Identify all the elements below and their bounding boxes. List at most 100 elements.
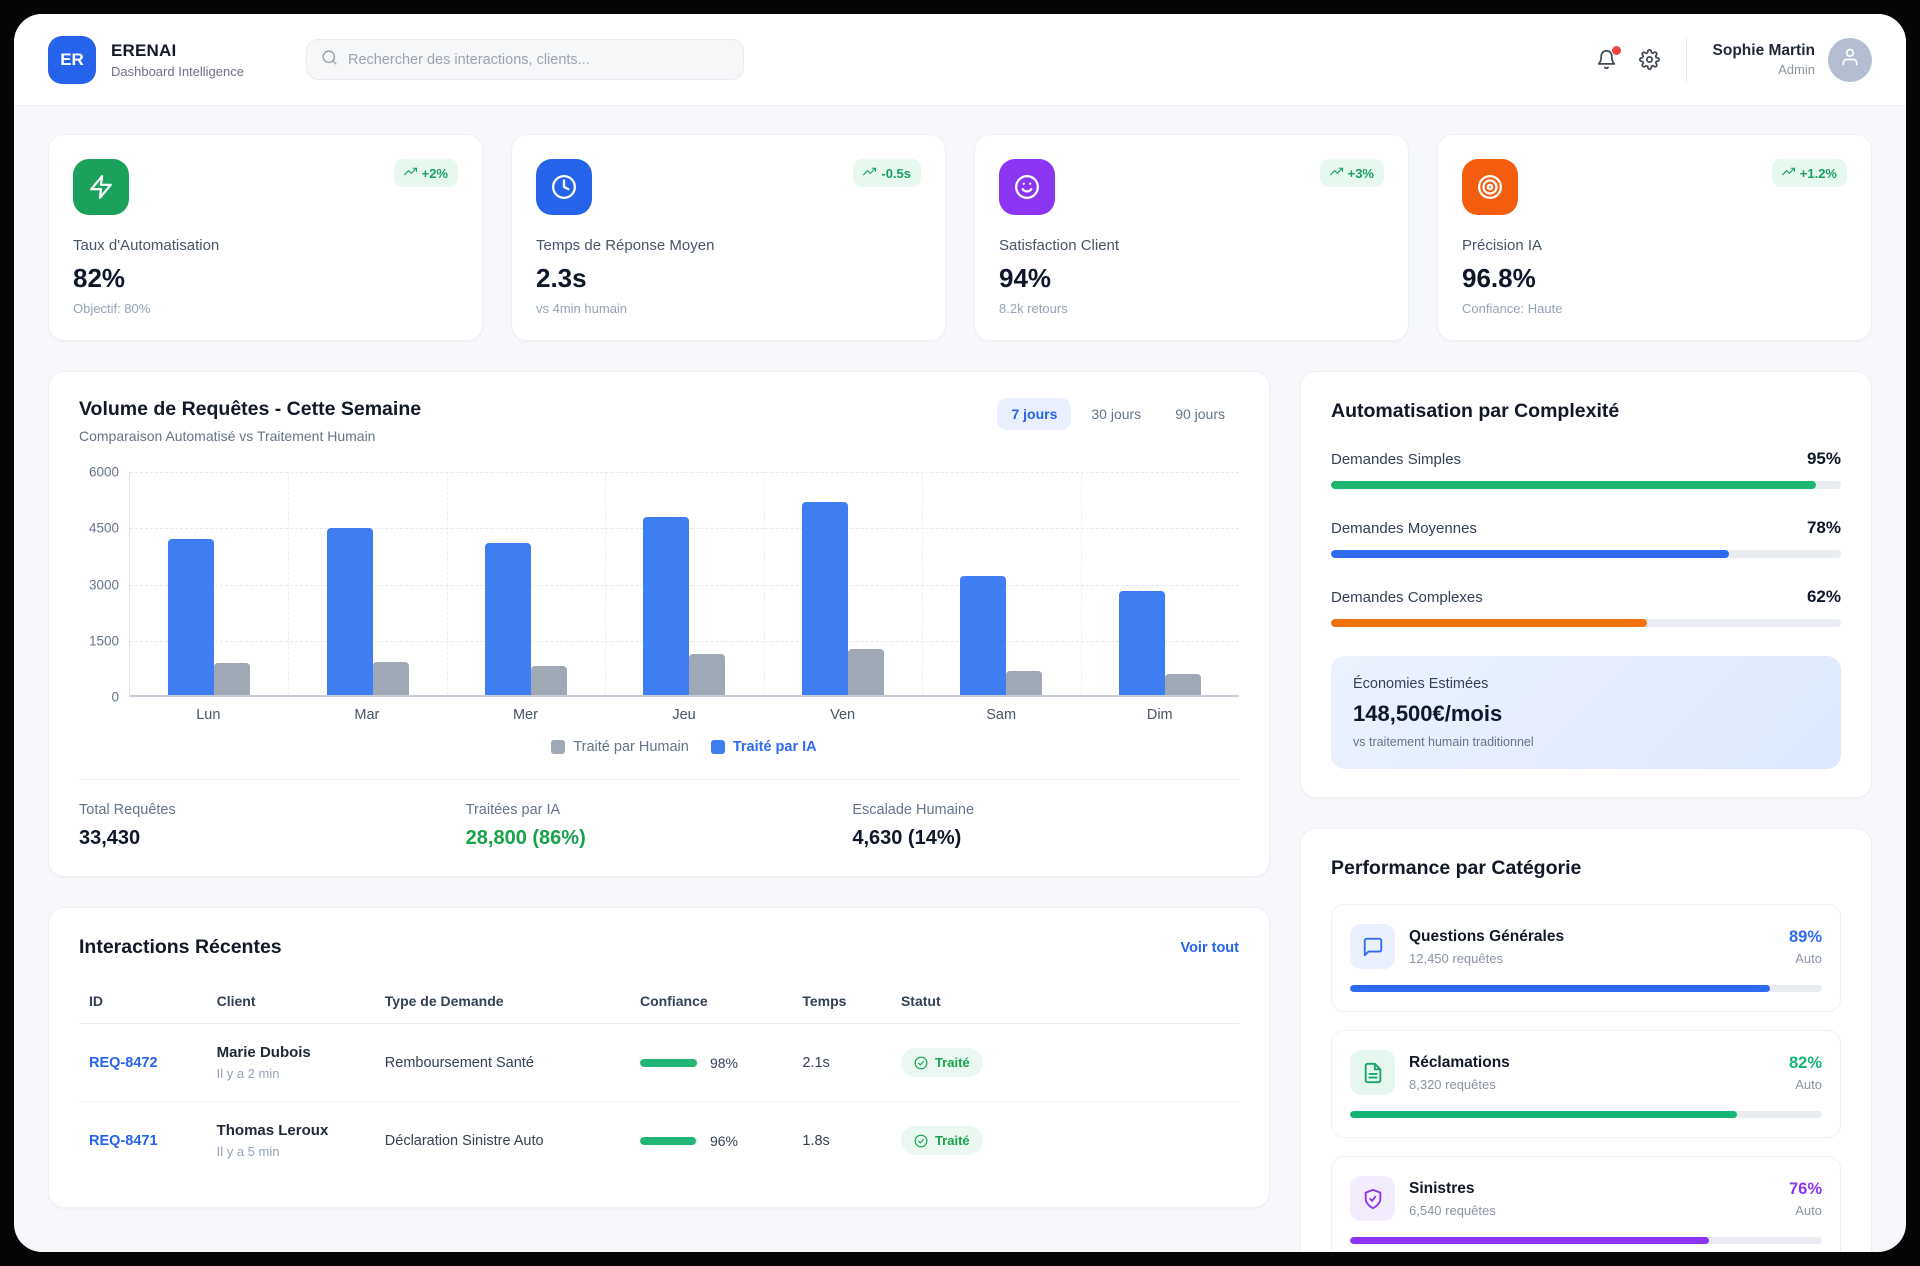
savings-value: 148,500€/mois (1353, 701, 1503, 726)
app-subtitle: Dashboard Intelligence (111, 63, 244, 79)
stat-value: 28,800 (86%) (465, 827, 586, 849)
processing-time: 1.8s (802, 1132, 830, 1149)
user-menu[interactable]: Sophie Martin Admin (1713, 37, 1872, 82)
chart-vline (922, 472, 924, 695)
bar-human-sam (1006, 671, 1043, 695)
tab-90-jours[interactable]: 90 jours (1175, 406, 1225, 422)
trend-up-icon (1781, 165, 1795, 181)
category-item[interactable]: Sinistres 6,540 requêtes 76% Auto (1331, 1156, 1841, 1252)
chart-gridline (130, 472, 1239, 473)
progress-track (1331, 619, 1841, 627)
request-id-link[interactable]: REQ-8472 (89, 1054, 158, 1071)
view-all-link[interactable]: Voir tout (1180, 939, 1239, 956)
kpi-subtitle: vs 4min humain (536, 301, 628, 316)
table-header-row: ID Client Type de Demande Confiance Temps Sta… (79, 981, 1239, 1024)
request-id-link[interactable]: REQ-8471 (89, 1132, 158, 1149)
period-tabs: 7 jours 30 jours 90 jours (997, 398, 1239, 430)
chart-vline (763, 472, 765, 695)
category-name: Sinistres (1409, 1179, 1475, 1197)
column-header-type-de-demande: Type de Demande (374, 981, 630, 1024)
bar-human-mer (531, 666, 568, 695)
kpi-card: -0.5s Temps de Réponse Moyen 2.3s vs 4min h… (511, 134, 946, 341)
request-type: Déclaration Sinistre Auto (384, 1132, 544, 1149)
category-item[interactable]: Questions Générales 12,450 requêtes 89% Aut… (1331, 904, 1841, 1012)
kpi-card: +2% Taux d'Automatisation 82% Objectif: 80% (48, 134, 483, 341)
progress-fill (1350, 1237, 1709, 1244)
stat-label: Traitées par IA (465, 802, 561, 818)
kpi-subtitle: Objectif: 80% (73, 301, 151, 316)
complexity-label: Demandes Moyennes (1331, 520, 1477, 537)
category-pct: 76% (1788, 1179, 1822, 1198)
chart-footer-divider (79, 779, 1239, 780)
chart-x-axis: Lun Mar Mer Jeu Ven Sam Dim (129, 707, 1239, 723)
tab-7-jours[interactable]: 7 jours (997, 398, 1072, 430)
category-pct: 89% (1788, 927, 1822, 946)
category-auto-label: Auto (1795, 1202, 1822, 1218)
client-time-ago: Il y a 5 min (216, 1144, 280, 1159)
bar-ia-jeu (643, 516, 690, 695)
interactions-title: Interactions Récentes (79, 936, 282, 958)
shield-icon (1350, 1176, 1395, 1221)
kpi-subtitle: Confiance: Haute (1462, 301, 1563, 316)
complexity-row: Demandes Complexes 62% (1331, 587, 1841, 627)
column-header-statut: Statut (890, 981, 1239, 1024)
table-row[interactable]: REQ-8472 Marie Dubois Il y a 2 min Rembours… (79, 1023, 1239, 1102)
bar-human-jeu (689, 654, 726, 695)
chart-day-group (288, 472, 446, 695)
check-circle-icon (914, 1134, 928, 1148)
kpi-card: +3% Satisfaction Client 94% 8.2k retours (974, 134, 1409, 341)
lightning-icon (73, 159, 129, 215)
chart-vline (288, 472, 290, 695)
confidence-cell: 96% (639, 1133, 782, 1149)
processing-time: 2.1s (792, 1023, 891, 1102)
chart-day-group (922, 472, 1080, 695)
trend-up-icon (863, 165, 877, 181)
notifications-button[interactable] (1596, 46, 1621, 70)
confidence-value: 98% (709, 1054, 738, 1071)
progress-track (1350, 1237, 1822, 1244)
requests-volume-card: Volume de Requêtes - Cette Semaine Compa… (48, 371, 1270, 877)
chart-day-group (1081, 472, 1239, 695)
recent-interactions-card: Interactions Récentes Voir tout ID Client… (48, 907, 1270, 1208)
chart-stats-row: Total Requêtes 33,430 Traitées par IA 28,80… (79, 802, 1239, 850)
progress-track (1331, 550, 1841, 558)
progress-fill (1350, 985, 1771, 992)
app-window: ER ERENAI Dashboard Intelligence Sophie … (14, 14, 1906, 1252)
bar-ia-lun (168, 538, 215, 695)
savings-note: vs traitement humain traditionnel (1353, 735, 1534, 749)
chart-day-group (447, 472, 605, 695)
chart-vline (446, 472, 448, 695)
chart-stat: Total Requêtes 33,430 (79, 802, 466, 850)
trend-up-icon (403, 165, 417, 181)
notification-dot (1611, 46, 1621, 55)
chart-day-group (764, 472, 922, 695)
kpi-subtitle: 8.2k retours (999, 301, 1068, 316)
clock-icon (536, 159, 592, 215)
progress-fill (1331, 619, 1648, 627)
app-logo-text: ER (60, 49, 84, 69)
chart-y-axis: 6000 4500 3000 1500 0 (79, 465, 129, 705)
tab-30-jours[interactable]: 30 jours (1091, 406, 1142, 422)
bar-human-mar (372, 661, 409, 695)
x-tick-label: Sam (986, 707, 1017, 723)
settings-button[interactable] (1638, 49, 1660, 70)
complexity-value: 78% (1806, 518, 1841, 537)
client-name: Thomas Leroux (216, 1122, 329, 1139)
global-search[interactable] (305, 39, 744, 80)
kpi-card: +1.2% Précision IA 96.8% Confiance: Haute (1437, 134, 1872, 341)
target-icon (1462, 159, 1518, 215)
trend-up-icon (1329, 165, 1343, 181)
category-requests: 8,320 requêtes (1409, 1076, 1496, 1092)
kpi-trend-badge: +3% (1319, 159, 1384, 187)
y-tick-label: 4500 (88, 520, 119, 536)
avatar[interactable] (1828, 37, 1872, 82)
category-item[interactable]: Réclamations 8,320 requêtes 82% Auto (1331, 1030, 1841, 1138)
kpi-trend-badge: -0.5s (853, 159, 921, 187)
kpi-value: 82% (73, 263, 126, 293)
complexity-label: Demandes Complexes (1331, 589, 1483, 606)
bar-chart: 6000 4500 3000 1500 0 Lun Mar Mer Jeu Ven Sam Dim … (79, 465, 1239, 755)
main-content: +2% Taux d'Automatisation 82% Objectif: 80%… (14, 106, 1906, 1252)
stat-value: 4,630 (14%) (852, 827, 962, 849)
table-row[interactable]: REQ-8471 Thomas Leroux Il y a 5 min Déclara… (79, 1102, 1239, 1180)
search-input[interactable] (347, 51, 729, 68)
